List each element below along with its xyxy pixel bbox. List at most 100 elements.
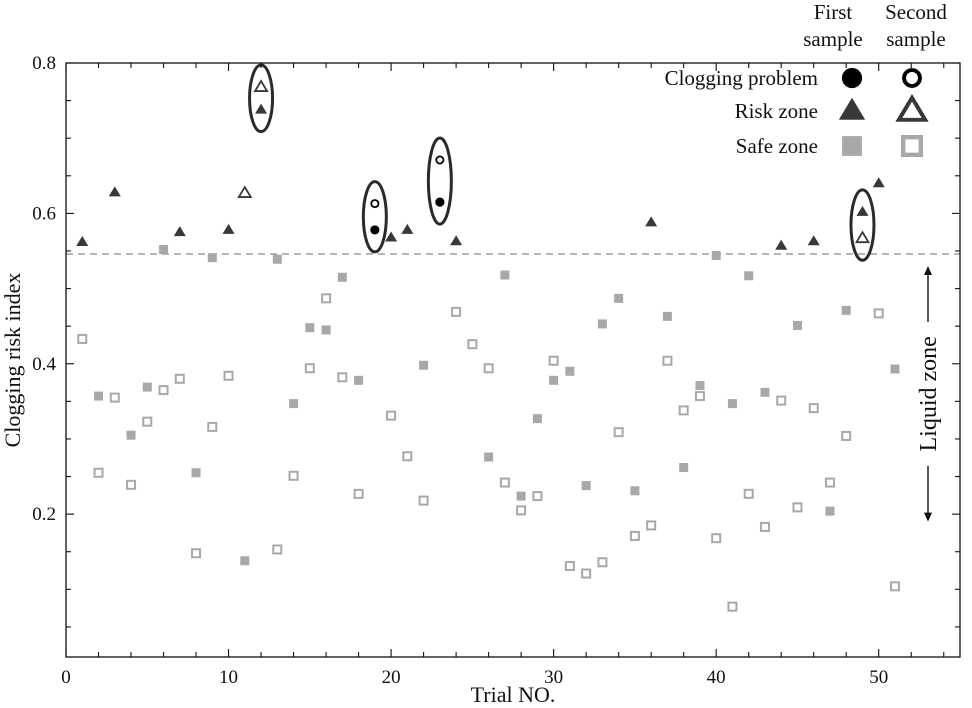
clogging-second-marker [370,199,380,209]
legend: First sample Second sample Clogging prob… [665,0,948,158]
series-second-clogging [370,155,445,209]
safe-second-marker [353,488,364,499]
risk-first-marker [450,235,463,246]
series-second-risk [237,79,871,244]
legend-header-first-line1: First [814,0,853,24]
safe-first-marker [142,382,152,392]
risk-first-marker [255,103,268,114]
legend-label-risk: Risk zone [735,99,818,123]
safe-first-marker [711,250,721,260]
safe-first-marker [305,323,315,333]
x-tick-label: 0 [61,667,71,688]
safe-first-marker [191,468,201,478]
safe-first-marker [841,305,851,315]
legend-markers [838,67,929,157]
x-tick-label: 30 [544,667,563,688]
safe-first-marker [126,430,136,440]
safe-second-marker [158,385,169,396]
safe-first-marker [354,375,364,385]
safe-first-marker [484,452,494,462]
safe-second-marker [743,488,754,499]
safe-second-marker [901,134,924,157]
legend-label-safe: Safe zone [736,134,818,158]
x-axis-title: Trial NO. [471,682,556,707]
safe-first-marker [727,399,737,409]
y-tick-label: 0.2 [32,504,56,525]
safe-first-marker [94,391,104,401]
safe-second-marker [613,427,624,438]
safe-second-marker [889,581,900,592]
safe-first-marker [662,311,672,321]
safe-second-marker [581,568,592,579]
safe-second-marker [93,467,104,478]
safe-first-marker [760,387,770,397]
tick-marks [65,62,960,657]
safe-second-marker [272,544,283,555]
safe-second-marker [662,355,673,366]
safe-second-marker [402,451,413,462]
highlight-ellipse-trial-19 [361,180,388,254]
liquid-zone-annotation: Liquid zone [916,266,942,522]
safe-second-marker [646,520,657,531]
legend-header-second-line2: sample [886,27,945,51]
safe-second-marker [564,561,575,572]
highlight-ellipse-trial-23 [426,136,453,226]
safe-first-marker [289,399,299,409]
clogging-first-marker [370,225,380,235]
risk-second-marker [895,93,929,122]
safe-second-marker [174,373,185,384]
y-axis-title: Clogging risk index [0,273,25,448]
safe-second-marker [792,502,803,513]
risk-first-marker [872,177,885,188]
y-tick-label: 0.4 [32,354,56,375]
safe-first-marker [614,293,624,303]
safe-first-marker [842,136,862,156]
safe-second-marker [223,370,234,381]
safe-second-marker [678,405,689,416]
safe-first-marker [272,254,282,264]
safe-second-marker [207,421,218,432]
safe-first-marker [207,253,217,263]
highlight-ellipses [248,63,876,262]
safe-first-marker [890,364,900,374]
y-tick-label: 0.6 [32,203,56,224]
y-tick-label: 0.8 [32,53,56,74]
safe-second-marker [499,477,510,488]
safe-second-marker [386,410,397,421]
safe-second-marker [873,308,884,319]
series-second-safe [77,293,900,612]
safe-second-marker [337,372,348,383]
safe-first-marker [240,556,250,566]
x-tick-label: 40 [707,667,726,688]
safe-second-marker [109,392,120,403]
safe-second-marker [288,470,299,481]
highlight-ellipse-trial-49 [849,188,876,262]
safe-first-marker [159,244,169,254]
risk-first-marker [222,223,235,234]
highlight-ellipse-trial-12 [248,63,275,134]
risk-first-marker [838,97,866,120]
liquid-zone-label: Liquid zone [916,336,942,451]
risk-first-marker [173,226,186,237]
x-tick-label: 50 [869,667,888,688]
legend-header-first-line2: sample [803,27,862,51]
safe-first-marker [744,271,754,281]
safe-second-marker [776,395,787,406]
series-first-clogging [370,197,445,235]
liquid-zone-arrowhead-bottom [924,512,932,522]
safe-second-marker [759,521,770,532]
safe-second-marker [451,306,462,317]
liquid-zone-arrowhead-top [924,266,932,276]
tick-labels: 0 10 20 30 40 50 0.2 0.4 0.6 0.8 [32,53,888,688]
risk-first-marker [108,186,121,197]
data-points [76,79,900,612]
safe-first-marker [500,270,510,280]
safe-first-marker [419,360,429,370]
safe-second-marker [711,533,722,544]
safe-second-marker [321,293,332,304]
safe-second-marker [694,391,705,402]
safe-second-marker [516,505,527,516]
safe-second-marker [629,530,640,541]
safe-second-marker [597,557,608,568]
